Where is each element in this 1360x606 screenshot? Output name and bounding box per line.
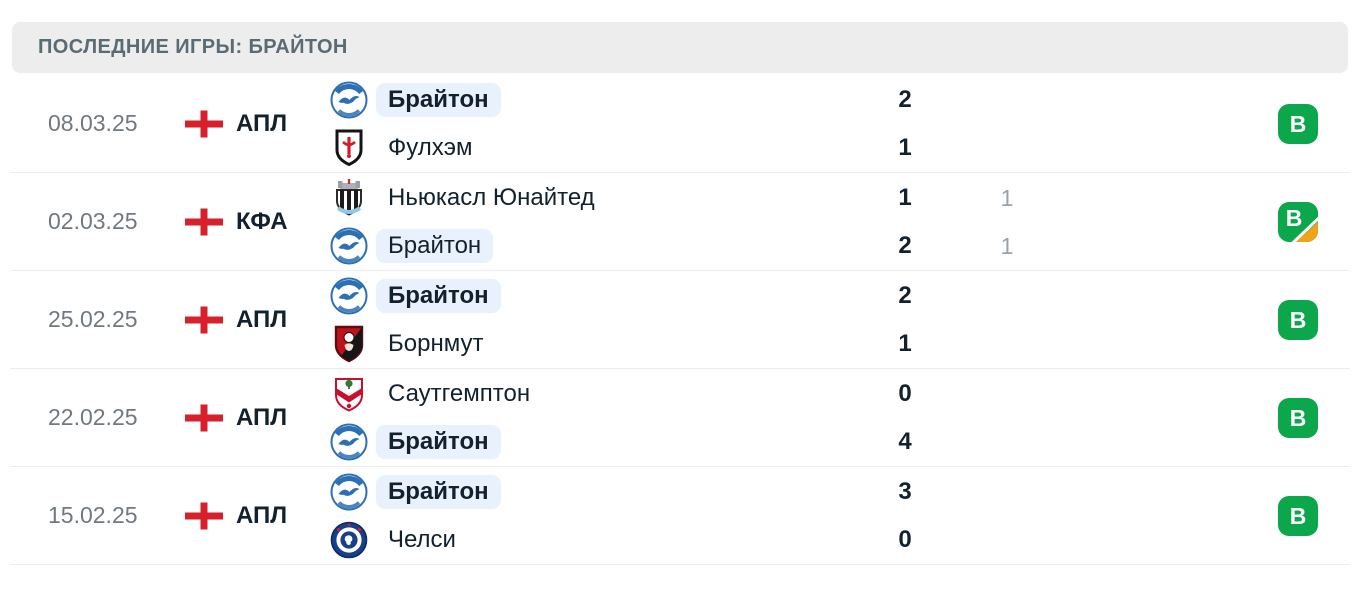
section-header: ПОСЛЕДНИЕ ИГРЫ: БРАЙТОН — [12, 22, 1348, 73]
result-badge: В — [1278, 104, 1318, 144]
away-score: 0 — [898, 526, 912, 553]
away-score: 1 — [898, 330, 912, 357]
team-row[interactable]: Борнмут — [330, 320, 501, 368]
result-letter: В — [1289, 404, 1307, 431]
brighton-crest-icon — [330, 472, 368, 512]
bournemouth-crest-icon — [330, 324, 368, 364]
away-score: 2 — [898, 232, 912, 259]
team-name[interactable]: Челси — [388, 526, 456, 553]
brighton-crest-icon — [330, 226, 368, 266]
home-secondary-score — [982, 468, 1032, 516]
fulham-crest-icon — [330, 128, 368, 168]
home-score: 0 — [898, 380, 912, 407]
home-score: 1 — [898, 184, 912, 211]
result-badge: В — [1278, 202, 1318, 242]
result-letter: В — [1285, 204, 1303, 231]
team-name[interactable]: Брайтон — [376, 425, 501, 459]
away-secondary-score — [982, 124, 1032, 172]
home-score: 2 — [898, 86, 912, 113]
home-score: 2 — [898, 282, 912, 309]
secondary-score-column — [982, 468, 1032, 564]
match-row[interactable]: 02.03.25 КФА Ньюкасл Юнайтед Брайтон 1 2 1 1 В — [10, 173, 1350, 271]
teams-column: Брайтон Борнмут — [330, 272, 501, 368]
brighton-crest-icon — [330, 80, 368, 120]
away-score: 4 — [898, 428, 912, 455]
match-date: 02.03.25 — [48, 208, 138, 234]
team-row[interactable]: Ньюкасл Юнайтед — [330, 174, 607, 222]
teams-column: Брайтон Челси — [330, 468, 501, 564]
result-badge: В — [1278, 496, 1318, 536]
result-badge: В — [1278, 300, 1318, 340]
teams-column: Ньюкасл Юнайтед Брайтон — [330, 174, 607, 270]
teams-column: Брайтон Фулхэм — [330, 76, 501, 172]
away-secondary-score — [982, 516, 1032, 564]
brighton-crest-icon — [330, 422, 368, 462]
team-row[interactable]: Челси — [330, 516, 501, 564]
home-secondary-score: 1 — [1000, 184, 1014, 211]
league-label: АПЛ — [236, 403, 288, 431]
team-row[interactable]: Брайтон — [330, 76, 501, 124]
match-date: 25.02.25 — [48, 306, 138, 332]
england-flag-icon — [185, 502, 223, 529]
result-letter: В — [1289, 502, 1307, 529]
team-row[interactable]: Фулхэм — [330, 124, 501, 172]
league-label: КФА — [236, 207, 288, 235]
secondary-score-column — [982, 272, 1032, 368]
team-name[interactable]: Ньюкасл Юнайтед — [388, 184, 595, 211]
league-label: АПЛ — [236, 501, 288, 529]
match-row[interactable]: 25.02.25 АПЛ Брайтон Борнмут 2 1 В — [10, 271, 1350, 369]
match-row[interactable]: 22.02.25 АПЛ Саутгемптон Брайтон 0 4 В — [10, 369, 1350, 467]
england-flag-icon — [185, 306, 223, 333]
result-badge: В — [1278, 398, 1318, 438]
team-name[interactable]: Борнмут — [388, 330, 484, 357]
match-list: 08.03.25 АПЛ Брайтон Фулхэм 2 1 В 02.03.25 КФА Нь… — [10, 75, 1350, 565]
away-secondary-score: 1 — [1000, 232, 1014, 259]
team-name[interactable]: Фулхэм — [388, 134, 473, 161]
southampton-crest-icon — [330, 374, 368, 414]
chelsea-crest-icon — [330, 520, 368, 560]
brighton-crest-icon — [330, 276, 368, 316]
newcastle-crest-icon — [330, 178, 368, 218]
teams-column: Саутгемптон Брайтон — [330, 370, 542, 466]
match-date: 22.02.25 — [48, 404, 138, 430]
home-score: 3 — [898, 478, 912, 505]
team-row[interactable]: Брайтон — [330, 418, 542, 466]
secondary-score-column — [982, 370, 1032, 466]
away-secondary-score — [982, 418, 1032, 466]
team-row[interactable]: Брайтон — [330, 272, 501, 320]
secondary-score-column — [982, 76, 1032, 172]
home-secondary-score — [982, 272, 1032, 320]
team-name[interactable]: Брайтон — [376, 475, 501, 509]
england-flag-icon — [185, 208, 223, 235]
result-letter: В — [1289, 306, 1307, 333]
league-label: АПЛ — [236, 109, 288, 137]
team-row[interactable]: Брайтон — [330, 468, 501, 516]
away-score: 1 — [898, 134, 912, 161]
match-date: 15.02.25 — [48, 502, 138, 528]
match-row[interactable]: 08.03.25 АПЛ Брайтон Фулхэм 2 1 В — [10, 75, 1350, 173]
england-flag-icon — [185, 404, 223, 431]
match-row[interactable]: 15.02.25 АПЛ Брайтон Челси 3 0 В — [10, 467, 1350, 565]
team-name[interactable]: Брайтон — [376, 279, 501, 313]
england-flag-icon — [185, 110, 223, 137]
section-title: ПОСЛЕДНИЕ ИГРЫ: БРАЙТОН — [38, 36, 348, 58]
league-label: АПЛ — [236, 305, 288, 333]
result-letter: В — [1289, 110, 1307, 137]
home-secondary-score — [982, 76, 1032, 124]
away-secondary-score — [982, 320, 1032, 368]
home-secondary-score — [982, 370, 1032, 418]
team-row[interactable]: Саутгемптон — [330, 370, 542, 418]
team-row[interactable]: Брайтон — [330, 222, 607, 270]
team-name[interactable]: Брайтон — [376, 229, 494, 263]
team-name[interactable]: Саутгемптон — [388, 380, 531, 407]
match-date: 08.03.25 — [48, 110, 138, 136]
team-name[interactable]: Брайтон — [376, 83, 501, 117]
